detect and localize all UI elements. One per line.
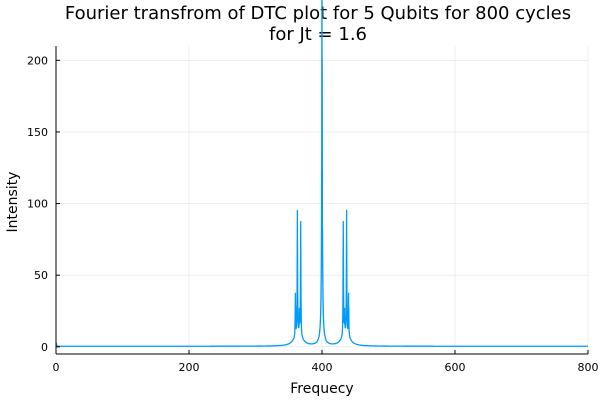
y-axis-label: Intensity [5,172,21,233]
chart-title-line-2: for Jt = 1.6 [269,24,367,45]
y-tick-label-1: 50 [34,269,48,282]
chart-title-line-1: Fourier transfrom of DTC plot for 5 Qubi… [65,3,571,24]
series-layer [55,0,589,347]
x-tick-label-3: 600 [445,361,466,374]
axis-layer: 0 200 400 600 800 0 50 100 150 200 [27,46,599,374]
x-tick-label-1: 200 [179,361,200,374]
x-tick-label-2: 400 [312,361,333,374]
y-tick-label-3: 150 [27,126,48,139]
y-tick-label-0: 0 [41,341,48,354]
x-tick-label-4: 800 [578,361,599,374]
series-line-0 [55,0,589,347]
x-tick-label-0: 0 [53,361,60,374]
y-tick-label-2: 100 [27,198,48,211]
x-axis-label: Frequecy [290,381,353,397]
y-tick-label-4: 200 [27,54,48,67]
